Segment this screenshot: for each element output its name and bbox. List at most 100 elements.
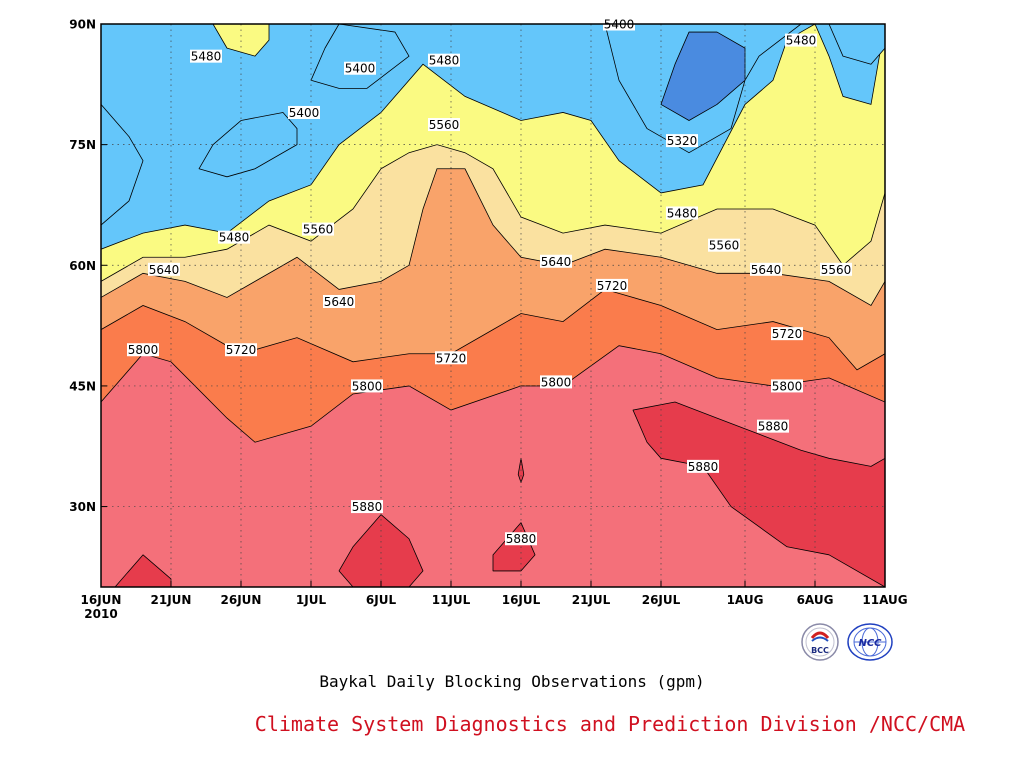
contour-label-text: 5720 — [436, 351, 467, 365]
contour-label-box — [428, 118, 460, 132]
y-tick-label-90N: 90N — [69, 18, 96, 32]
contour-label-box — [750, 262, 782, 276]
x-tick-label-26JUN: 26JUN — [221, 593, 262, 607]
contour-label-box — [666, 134, 698, 148]
contour-label-text: 5480 — [667, 207, 698, 221]
contour-label-box — [596, 278, 628, 292]
contour-island-5880-8 — [338, 514, 424, 587]
contour-label-box — [225, 343, 257, 357]
contour-label-18: 5720 — [771, 327, 803, 341]
contour-label-box — [302, 222, 334, 236]
contour-label-box — [148, 262, 180, 276]
contour-label-text: 5640 — [541, 255, 572, 269]
plot-frame — [100, 23, 886, 588]
contour-label-4: 5480 — [785, 33, 817, 48]
contour-label-24: 5800 — [771, 379, 803, 393]
contour-line-5480 — [101, 24, 885, 250]
contour-label-7: 5320 — [666, 134, 698, 148]
contour-label-28: 5880 — [505, 532, 537, 546]
contour-label-box — [666, 206, 698, 220]
contour-label-17: 5640 — [323, 294, 355, 309]
contour-island-5880-11 — [632, 401, 885, 587]
bcc-logo: BCC — [800, 622, 840, 662]
contour-label-box — [540, 375, 572, 389]
contour-label-20: 5720 — [225, 343, 257, 357]
y-tick-label-30N: 30N — [69, 500, 96, 514]
x-tick-label-26JUL: 26JUL — [642, 593, 681, 607]
contour-island-5320-6 — [660, 31, 746, 121]
x-tick-label-16JUN: 16JUN — [81, 593, 122, 607]
contour-label-box — [351, 379, 383, 393]
contour-label-text: 5880 — [506, 532, 537, 546]
ncc-logo-graphic: NCC — [847, 623, 893, 661]
x-tick-label-1JUL: 1JUL — [296, 593, 327, 607]
contour-label-6: 5560 — [428, 118, 460, 132]
contour-label-text: 5800 — [541, 375, 572, 389]
contour-label-13: 5640 — [540, 254, 572, 269]
contour-label-19: 5800 — [127, 343, 159, 357]
contour-island-5400-0 — [101, 104, 144, 226]
contour-label-text: 5320 — [667, 134, 698, 148]
contour-label-text: 5560 — [429, 118, 460, 132]
contour-label-9: 5480 — [218, 230, 250, 245]
x-tick-label-11AUG: 11AUG — [862, 593, 907, 607]
x-tick-label-21JUN: 21JUN — [151, 593, 192, 607]
contour-label-box — [218, 230, 250, 244]
contour-label-10: 5560 — [302, 222, 334, 237]
contour-label-box — [323, 294, 355, 308]
y-tick-label-45N: 45N — [69, 379, 96, 393]
contour-label-text: 5880 — [688, 460, 719, 474]
x-tick-year-label: 2010 — [84, 607, 117, 621]
contour-label-box — [757, 419, 789, 433]
contour-label-text: 5560 — [821, 263, 852, 277]
contour-label-text: 5720 — [772, 327, 803, 341]
contour-label-15: 5560 — [820, 262, 852, 277]
contour-label-27: 5880 — [351, 500, 383, 514]
contour-label-box — [708, 238, 740, 252]
contour-label-text: 5800 — [128, 343, 159, 357]
contour-label-box — [771, 327, 803, 341]
x-tick-label-6AUG: 6AUG — [797, 593, 834, 607]
contour-label-box — [344, 61, 376, 75]
contour-label-text: 5640 — [324, 295, 355, 309]
contour-label-text: 5480 — [219, 231, 250, 245]
contour-label-box — [428, 53, 460, 67]
contour-label-text: 5480 — [429, 54, 460, 68]
contour-label-text: 5480 — [786, 34, 817, 48]
contour-label-text: 5560 — [709, 239, 740, 253]
x-tick-label-16JUL: 16JUL — [502, 593, 541, 607]
contour-label-text: 5720 — [597, 279, 628, 293]
contour-label-12: 5640 — [148, 262, 180, 277]
contour-label-8: 5480 — [666, 206, 698, 221]
y-tick-label-60N: 60N — [69, 259, 96, 273]
contour-label-text: 5400 — [289, 106, 320, 120]
y-tick-label-75N: 75N — [69, 138, 96, 152]
contour-label-1: 5400 — [344, 61, 376, 76]
contour-label-box — [687, 459, 719, 473]
contour-label-0: 5480 — [190, 49, 222, 64]
contour-island-5400-4 — [828, 24, 885, 65]
contour-island-5480-5 — [212, 24, 270, 57]
contour-island-5400-1 — [198, 112, 298, 178]
x-tick-label-11JUL: 11JUL — [432, 593, 471, 607]
contour-label-14: 5640 — [750, 262, 782, 277]
contour-label-5: 5400 — [288, 105, 320, 120]
contour-label-text: 5400 — [345, 62, 376, 76]
contour-label-box — [820, 262, 852, 276]
contour-label-text: 5880 — [352, 500, 383, 514]
contour-label-2: 5480 — [428, 53, 460, 68]
contour-label-text: 5480 — [191, 50, 222, 64]
x-tick-label-1AUG: 1AUG — [727, 593, 764, 607]
bcc-logo-text: BCC — [811, 646, 829, 655]
ncc-logo-text: NCC — [858, 638, 882, 649]
contour-label-text: 5880 — [758, 420, 789, 434]
x-tick-label-21JUL: 21JUL — [572, 593, 611, 607]
contour-label-box — [785, 33, 817, 47]
contour-label-box — [505, 532, 537, 546]
contour-label-text: 5640 — [751, 263, 782, 277]
contour-island-5400-2 — [310, 24, 410, 89]
contour-label-21: 5720 — [435, 351, 467, 365]
contour-label-box — [288, 105, 320, 119]
